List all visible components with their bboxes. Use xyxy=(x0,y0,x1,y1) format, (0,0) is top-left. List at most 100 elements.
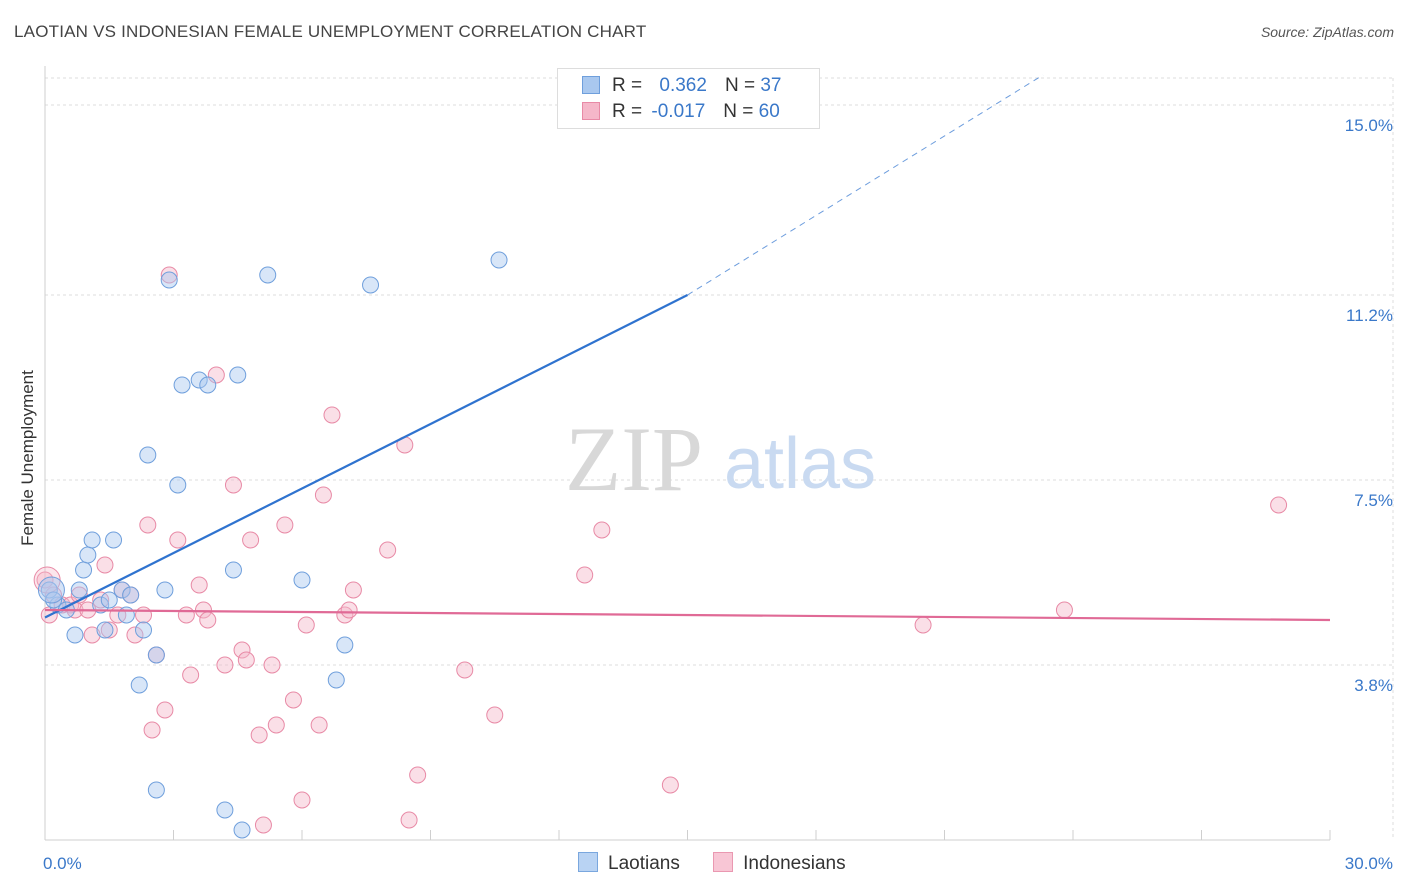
laotian-points xyxy=(37,251,508,839)
laotian-point xyxy=(224,561,242,579)
indonesian-point xyxy=(242,531,260,549)
axes xyxy=(44,66,1331,841)
indonesian-point xyxy=(323,406,341,424)
indonesian-point xyxy=(224,476,242,494)
indonesian-point xyxy=(143,721,161,739)
indonesian-swatch xyxy=(582,102,600,120)
chart-title: LAOTIAN VS INDONESIAN FEMALE UNEMPLOYMEN… xyxy=(14,22,647,41)
grid-lines xyxy=(45,77,1395,840)
indonesian-point xyxy=(263,656,281,674)
tick-labels: 15.0% 11.2% 7.5% 3.8% 0.0% 30.0% xyxy=(43,116,1393,873)
indonesian-point xyxy=(297,616,315,634)
indonesian-point xyxy=(126,626,144,644)
indonesian-point xyxy=(160,266,178,284)
indonesian-point xyxy=(310,716,328,734)
indonesian-point xyxy=(237,651,255,669)
indonesian-point xyxy=(233,641,251,659)
series-legend: Laotians Indonesians xyxy=(578,852,874,876)
indonesian-point xyxy=(576,566,594,584)
indonesian-point xyxy=(284,691,302,709)
laotian-point xyxy=(70,581,88,599)
stats-legend: R = 0.362 N = 37 R = -0.017 N = 60 xyxy=(557,68,820,129)
laotian-point xyxy=(139,446,157,464)
indonesian-point xyxy=(216,656,234,674)
r-value-indonesians: -0.017 xyxy=(651,101,706,122)
indonesian-point xyxy=(254,816,272,834)
x-tick-label: 30.0% xyxy=(1345,854,1393,873)
indonesian-point xyxy=(409,766,427,784)
indonesian-point xyxy=(914,616,932,634)
r-value-laotians: 0.362 xyxy=(659,75,707,96)
indonesian-point xyxy=(199,611,217,629)
legend-item-indonesians[interactable]: Indonesians xyxy=(713,852,846,875)
n-value-indonesians: 60 xyxy=(758,101,780,122)
indonesian-point xyxy=(190,576,208,594)
legend-label-indonesians: Indonesians xyxy=(743,853,846,874)
laotian-point xyxy=(135,621,153,639)
laotian-point xyxy=(113,581,131,599)
indonesian-point xyxy=(1055,601,1073,619)
indonesian-point xyxy=(593,521,611,539)
laotian-point xyxy=(362,276,380,294)
legend-item-laotians[interactable]: Laotians xyxy=(578,852,680,875)
laotian-point xyxy=(173,376,191,394)
indonesian-trend-line xyxy=(44,608,1331,622)
y-tick-label: 11.2% xyxy=(1346,306,1393,325)
r-label: R = xyxy=(612,75,643,96)
watermark-atlas: atlas xyxy=(724,424,876,504)
trend-lines xyxy=(44,74,1331,622)
laotian-point xyxy=(79,546,97,564)
laotian-swatch xyxy=(582,76,600,94)
indonesian-point xyxy=(156,701,174,719)
laotian-point xyxy=(160,271,178,289)
indonesian-point xyxy=(169,531,187,549)
indonesian-point xyxy=(379,541,397,559)
laotian-point xyxy=(147,781,165,799)
laotian-point-large xyxy=(37,576,65,604)
stats-row-indonesians: R = -0.017 N = 60 xyxy=(582,101,780,125)
indonesian-point xyxy=(92,591,110,609)
watermark-zip: ZIP xyxy=(565,408,703,510)
indonesian-point xyxy=(456,661,474,679)
indonesian-legend-swatch xyxy=(713,852,734,872)
indonesian-point xyxy=(1270,496,1288,514)
n-label: N = xyxy=(724,75,756,96)
indonesian-point xyxy=(135,606,153,624)
indonesian-point xyxy=(100,621,118,639)
n-label: N = xyxy=(723,101,754,122)
indonesian-point xyxy=(177,606,195,624)
stats-row-laotians: R = 0.362 N = 37 xyxy=(582,75,781,99)
laotian-point xyxy=(233,821,251,839)
indonesian-point xyxy=(276,516,294,534)
x-tick-label: 0.0% xyxy=(43,854,82,873)
indonesian-point xyxy=(661,776,679,794)
laotian-point xyxy=(92,596,110,614)
laotian-point xyxy=(83,531,101,549)
laotian-point xyxy=(147,646,165,664)
indonesian-point xyxy=(182,666,200,684)
indonesian-point xyxy=(194,601,212,619)
laotian-point xyxy=(199,376,217,394)
laotian-point xyxy=(75,561,93,579)
indonesian-point xyxy=(267,716,285,734)
laotian-point xyxy=(117,606,135,624)
laotian-point xyxy=(100,591,118,609)
y-tick-label: 3.8% xyxy=(1354,676,1393,695)
indonesian-point xyxy=(250,726,268,744)
laotian-point xyxy=(229,366,247,384)
indonesian-points xyxy=(33,266,1288,834)
laotian-point xyxy=(490,251,508,269)
source-label: Source: ZipAtlas.com xyxy=(1260,24,1394,40)
laotian-point xyxy=(96,621,114,639)
indonesian-point xyxy=(486,706,504,724)
indonesian-point xyxy=(139,516,157,534)
laotian-trend-extension xyxy=(687,74,1044,296)
legend-label-laotians: Laotians xyxy=(608,853,680,874)
indonesian-point xyxy=(314,486,332,504)
laotian-point xyxy=(336,636,354,654)
y-axis-label: Female Unemployment xyxy=(18,370,37,546)
laotian-legend-swatch xyxy=(578,852,598,872)
laotian-point xyxy=(122,586,140,604)
y-tick-label: 15.0% xyxy=(1345,116,1393,135)
